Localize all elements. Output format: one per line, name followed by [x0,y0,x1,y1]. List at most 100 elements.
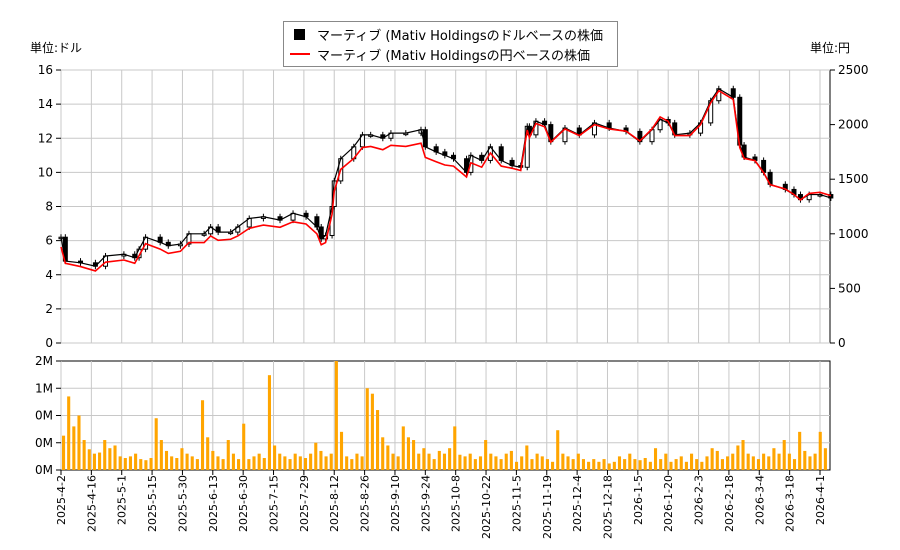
volume-bar [283,456,287,470]
x-tick-label: 2025-8-26 [359,475,372,532]
volume-bar [72,426,76,470]
volume-bar [561,453,565,470]
volume-bar [159,440,163,470]
volume-bar [453,426,457,470]
volume-bar [808,456,812,470]
volume-bar [736,445,740,470]
volume-bar [653,448,658,470]
volume-bar [180,448,184,470]
usd-tick-label: 4 [45,268,53,282]
volume-bar [355,453,359,470]
volume-bar [345,456,349,470]
volume-bar [206,437,210,470]
volume-bar [149,458,153,470]
volume-bar [324,456,328,470]
x-tick-label: 2026-3-18 [784,475,797,532]
volume-bar [648,461,652,470]
volume-bar [690,453,694,470]
volume-bar [746,453,750,470]
x-tick-label: 2025-10-22 [480,475,493,539]
volume-bar [164,450,169,470]
volume-bar [669,461,673,470]
volume-bar [587,461,591,470]
volume-bar [442,453,447,470]
volume-bar [422,448,426,470]
volume-bar [664,453,668,470]
volume-bar [612,461,616,470]
volume-bar [108,448,112,470]
usd-tick-label: 0 [45,336,53,350]
volume-bar [823,448,827,470]
volume-bar [720,459,724,470]
volume-bar [370,393,374,470]
usd-tick-label: 2 [45,302,53,316]
volume-bar [309,453,313,470]
volume-bar [242,423,246,470]
volume-bar [473,459,477,470]
volume-bar [339,431,344,470]
volume-bar [731,453,735,470]
volume-bar [98,452,102,470]
volume-bar [216,456,220,470]
volume-bar [551,461,555,470]
volume-bar [581,459,586,470]
volume-bar [509,450,513,470]
volume-bar [597,461,601,470]
volume-bar [221,459,225,470]
volume-bar [350,459,354,470]
volume-bar [103,440,107,470]
volume-bar [237,459,241,470]
volume-bar [401,426,405,470]
volume-bar [463,456,467,470]
volume-bar [293,453,297,470]
volume-bar [288,459,292,470]
volume-bar [92,453,96,470]
volume-bar [257,453,261,470]
x-tick-label: 2026-3-4 [753,475,766,525]
volume-bar [530,459,534,470]
volume-bar [77,415,81,470]
volume-bar [715,450,719,470]
volume-bar [334,361,338,470]
volume-bar [576,453,580,470]
x-tick-label: 2025-11-19 [541,475,554,539]
volume-bar [185,453,189,470]
volume-bar [679,456,683,470]
legend-item-jpy: マーティブ (Mativ Holdingsの円ベースの株価 [290,44,590,64]
volume-bar [139,459,143,470]
x-tick-label: 2026-2-3 [693,475,706,525]
volume-bar [571,459,575,470]
volume-bar [62,435,66,470]
volume-bar [756,459,761,470]
jpy-tick-label: 2000 [838,118,869,132]
volume-bar [190,456,194,470]
usd-tick-label: 6 [45,234,53,248]
volume-bar [782,440,786,470]
volume-bar [535,453,539,470]
volume-bar [391,453,395,470]
left-unit-label: 単位:ドル [30,41,83,55]
volume-bar [695,459,699,470]
volume-bar [406,437,410,470]
volume-bar [751,456,755,470]
volume-bar [298,456,302,470]
volume-bar [684,461,688,470]
x-tick-label: 2025-12-18 [601,475,614,539]
volume-bar [211,450,215,470]
jpy-line-icon [290,53,310,55]
x-tick-label: 2026-4-1 [814,475,827,525]
usd-tick-label: 12 [38,131,53,145]
volume-bar [566,456,570,470]
volume-bar [741,440,745,470]
volume-bar [772,448,776,470]
volume-bar [643,458,647,470]
volume-bar [278,453,282,470]
volume-bar [726,456,730,470]
x-tick-label: 2025-8-12 [328,475,341,532]
volume-bar [602,459,606,470]
volume-bar [803,450,807,470]
volume-bar [427,453,431,470]
jpy-tick-label: 1500 [838,172,869,186]
legend-label-usd: マーティブ (Mativ Holdingsのドルベースの株価 [317,28,603,44]
